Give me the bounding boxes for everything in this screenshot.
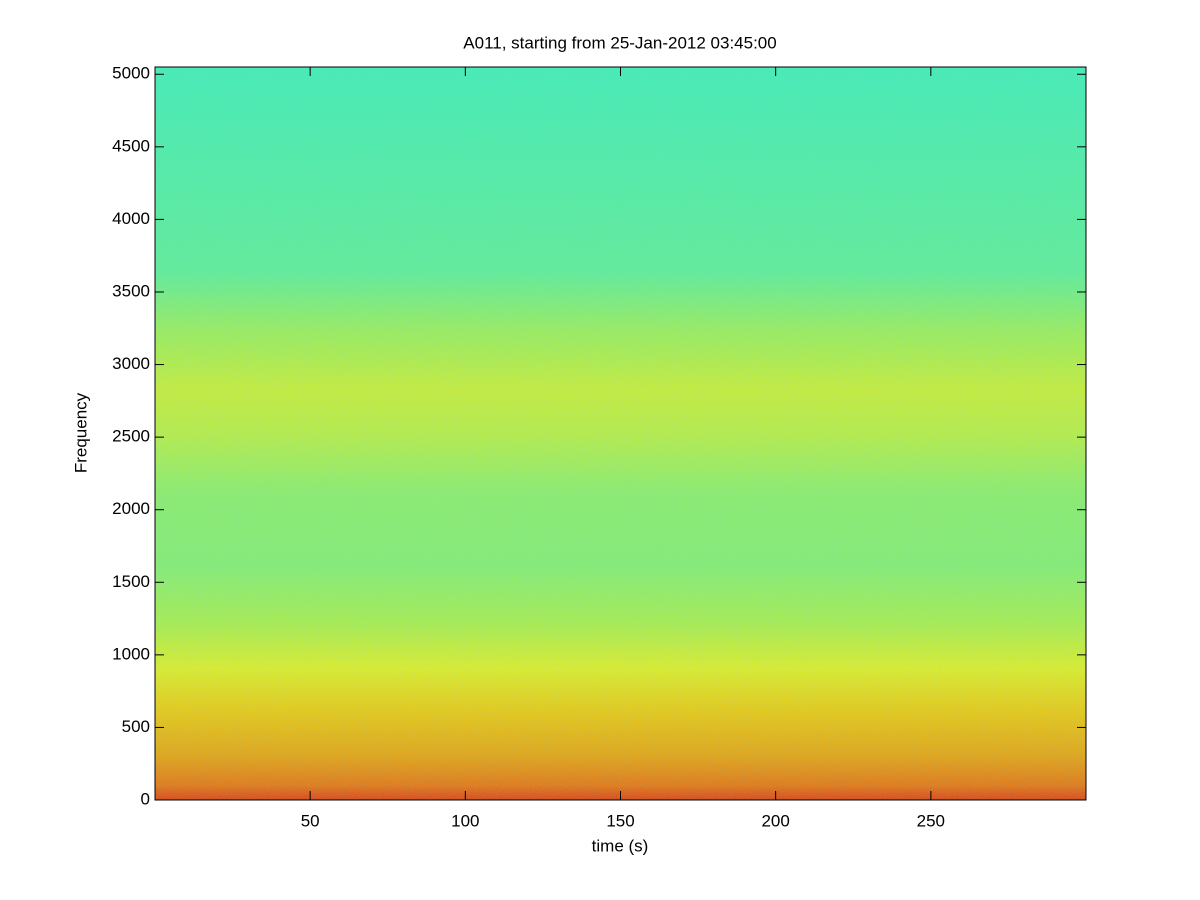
y-tick-label: 4500 bbox=[112, 136, 150, 155]
y-tick-label: 3000 bbox=[112, 354, 150, 373]
y-tick-label: 0 bbox=[141, 789, 150, 808]
plot-area bbox=[154, 66, 1087, 801]
x-axis-label: time (s) bbox=[592, 836, 649, 855]
x-tick-label: 150 bbox=[606, 811, 634, 830]
x-tick-label: 100 bbox=[451, 811, 479, 830]
y-tick-label: 1000 bbox=[112, 644, 150, 663]
x-tick-label: 250 bbox=[917, 811, 945, 830]
y-tick-label: 500 bbox=[122, 717, 150, 736]
spectrogram-texture bbox=[155, 67, 1086, 800]
y-tick-label: 4000 bbox=[112, 209, 150, 228]
chart-title: A011, starting from 25-Jan-2012 03:45:00 bbox=[463, 33, 776, 52]
y-tick-label: 3500 bbox=[112, 281, 150, 300]
x-tick-label: 200 bbox=[761, 811, 789, 830]
y-axis-label: Frequency bbox=[71, 392, 90, 473]
y-tick-label: 5000 bbox=[112, 64, 150, 83]
y-tick-label: 2000 bbox=[112, 499, 150, 518]
y-tick-label: 1500 bbox=[112, 572, 150, 591]
x-tick-label: 50 bbox=[301, 811, 320, 830]
y-tick-label: 2500 bbox=[112, 427, 150, 446]
